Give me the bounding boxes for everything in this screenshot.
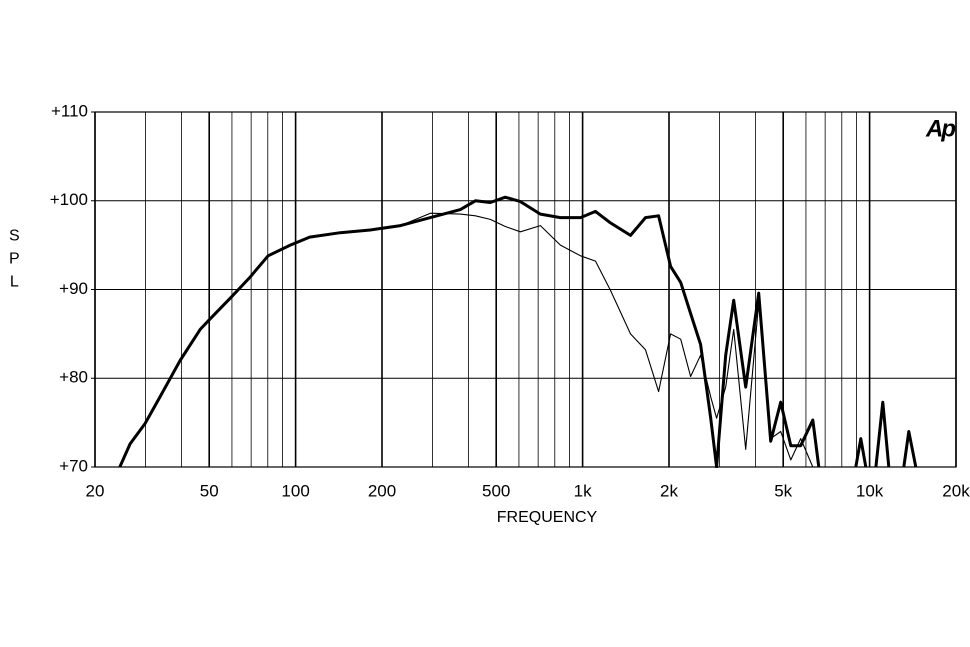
y-tick-label: +110: [51, 101, 88, 120]
x-tick-label: 2k: [660, 481, 678, 500]
x-tick-label: 200: [368, 481, 396, 500]
x-tick-label: 100: [281, 481, 309, 500]
series-line: [119, 212, 814, 468]
y-tick-label: +90: [59, 279, 88, 298]
x-axis-label: FREQUENCY: [497, 509, 598, 526]
x-tick-label: 50: [200, 481, 219, 500]
plot-frame: [94, 111, 957, 468]
x-tick-label: 1k: [574, 481, 592, 500]
x-tick-label: 500: [482, 481, 510, 500]
logo: Ap: [925, 115, 955, 142]
y-axis-label: SPL: [6, 228, 23, 297]
x-tick-label: 20k: [942, 481, 970, 500]
y-tick-label: +80: [59, 368, 88, 387]
x-tick-label: 5k: [774, 481, 792, 500]
y-tick-label: +70: [59, 456, 88, 475]
x-tick-label: 20: [86, 481, 105, 500]
series-line: [118, 195, 918, 468]
x-tick-label: 10k: [856, 481, 884, 500]
y-tick-label: +100: [50, 190, 88, 209]
